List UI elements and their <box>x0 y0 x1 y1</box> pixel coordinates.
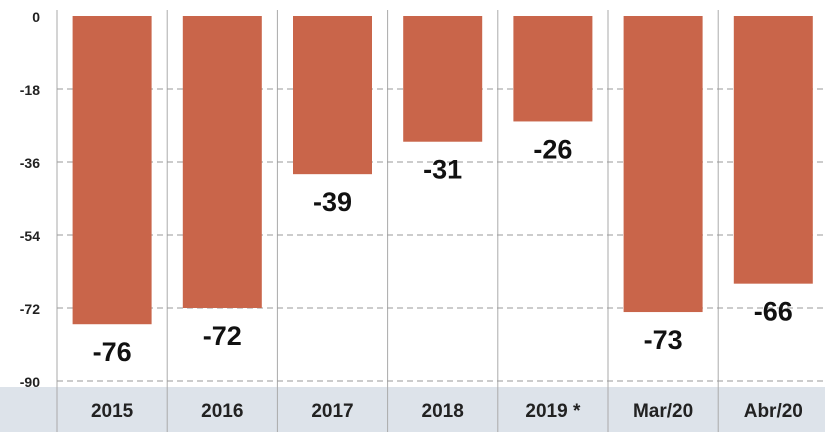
data-label: -26 <box>533 134 572 164</box>
bar-1 <box>72 16 152 325</box>
y-tick-label: -72 <box>20 301 40 317</box>
x-tick-label: Abr/20 <box>744 401 803 422</box>
y-tick-label: -54 <box>20 228 40 244</box>
x-tick-label: 2019 * <box>525 401 581 422</box>
bar-6 <box>623 16 703 313</box>
x-axis-band <box>0 387 825 432</box>
x-tick-label: 2016 <box>201 401 243 422</box>
bar-3 <box>293 16 372 175</box>
data-label: -76 <box>93 337 132 367</box>
data-label: -66 <box>754 297 793 327</box>
data-label: -39 <box>313 187 352 217</box>
bar-4 <box>403 16 483 142</box>
data-label: -72 <box>203 321 242 351</box>
x-tick-label: Mar/20 <box>633 401 693 422</box>
x-tick-label: 2017 <box>311 401 353 422</box>
bar-2 <box>182 16 262 308</box>
data-label: -31 <box>423 155 462 185</box>
bar-7 <box>733 16 813 284</box>
y-tick-label: -36 <box>20 155 40 171</box>
bar-5 <box>513 16 593 122</box>
x-tick-label: 2018 <box>422 401 464 422</box>
y-tick-label: 0 <box>32 9 40 25</box>
x-tick-label: 2015 <box>91 401 134 422</box>
y-tick-label: -18 <box>20 82 40 98</box>
y-tick-label: -90 <box>20 374 40 390</box>
data-label: -73 <box>644 325 683 355</box>
